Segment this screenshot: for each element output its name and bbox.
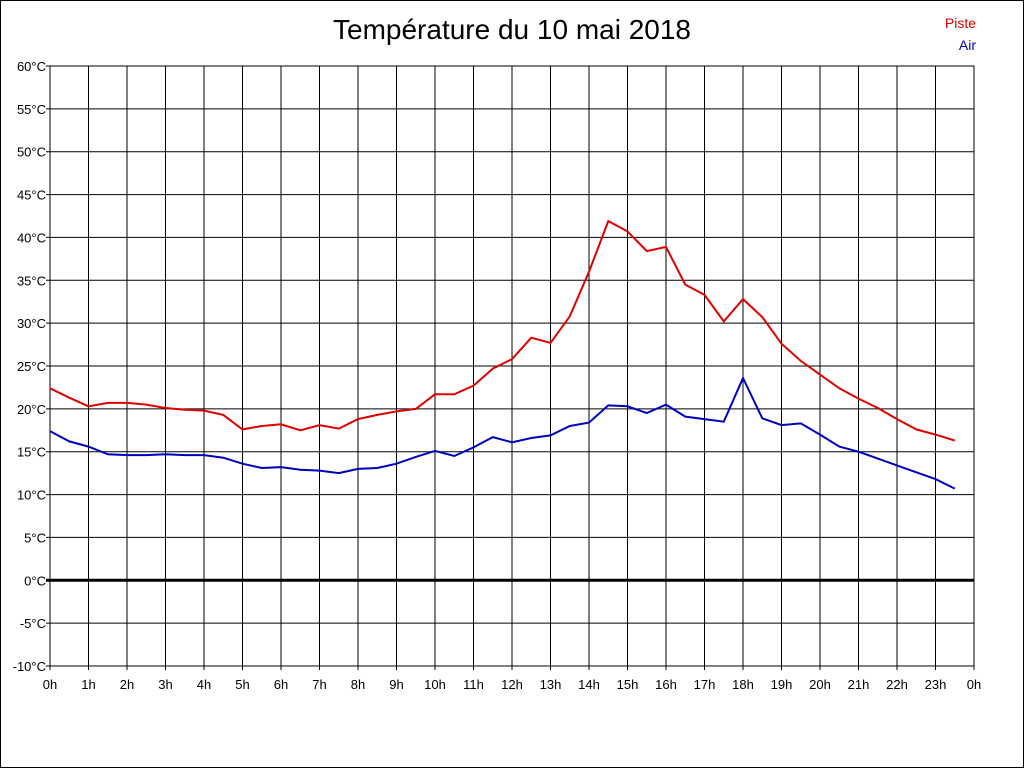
chart-title: Température du 10 mai 2018: [333, 14, 691, 45]
y-tick-label: 45°C: [17, 188, 46, 203]
x-tick-label: 3h: [158, 677, 172, 692]
x-tick-label: 6h: [274, 677, 288, 692]
x-tick-label: 15h: [617, 677, 639, 692]
y-tick-label: 15°C: [17, 445, 46, 460]
y-tick-label: 25°C: [17, 359, 46, 374]
x-tick-label: 14h: [578, 677, 600, 692]
x-tick-label: 7h: [312, 677, 326, 692]
series-line-air: [49, 375, 956, 490]
x-tick-label: 23h: [925, 677, 947, 692]
x-tick-label: 9h: [389, 677, 403, 692]
y-tick-label: 30°C: [17, 316, 46, 331]
x-tick-label: 13h: [540, 677, 562, 692]
x-tick-label: 12h: [501, 677, 523, 692]
x-tick-label: 10h: [424, 677, 446, 692]
y-tick-label: 55°C: [17, 102, 46, 117]
x-tick-label: 21h: [848, 677, 870, 692]
x-tick-label: 0h: [967, 677, 981, 692]
y-tick-label: -10°C: [13, 659, 46, 674]
y-tick-label: 50°C: [17, 145, 46, 160]
y-tick-label: 60°C: [17, 59, 46, 74]
legend-entry-air: Air: [958, 37, 976, 53]
y-tick-label: -5°C: [20, 616, 46, 631]
x-tick-label: 8h: [351, 677, 365, 692]
x-tick-label: 4h: [197, 677, 211, 692]
x-tick-label: 1h: [81, 677, 95, 692]
y-tick-label: 40°C: [17, 230, 46, 245]
y-tick-label: 20°C: [17, 402, 46, 417]
x-tick-label: 0h: [43, 677, 57, 692]
x-tick-label: 11h: [463, 677, 484, 692]
y-tick-label: 35°C: [17, 273, 46, 288]
y-tick-label: 0°C: [24, 573, 46, 588]
x-tick-label: 2h: [120, 677, 134, 692]
x-tick-label: 22h: [886, 677, 908, 692]
series-line-piste: [49, 219, 956, 442]
x-tick-label: 18h: [732, 677, 754, 692]
y-tick-label: 10°C: [17, 488, 46, 503]
x-tick-label: 19h: [771, 677, 793, 692]
legend-entry-piste: Piste: [944, 15, 976, 31]
legend: Piste Air: [945, 12, 976, 56]
x-tick-label: 17h: [694, 677, 716, 692]
x-tick-label: 5h: [235, 677, 249, 692]
x-tick-label: 20h: [809, 677, 831, 692]
x-tick-label: 16h: [655, 677, 677, 692]
y-tick-label: 5°C: [24, 530, 46, 545]
